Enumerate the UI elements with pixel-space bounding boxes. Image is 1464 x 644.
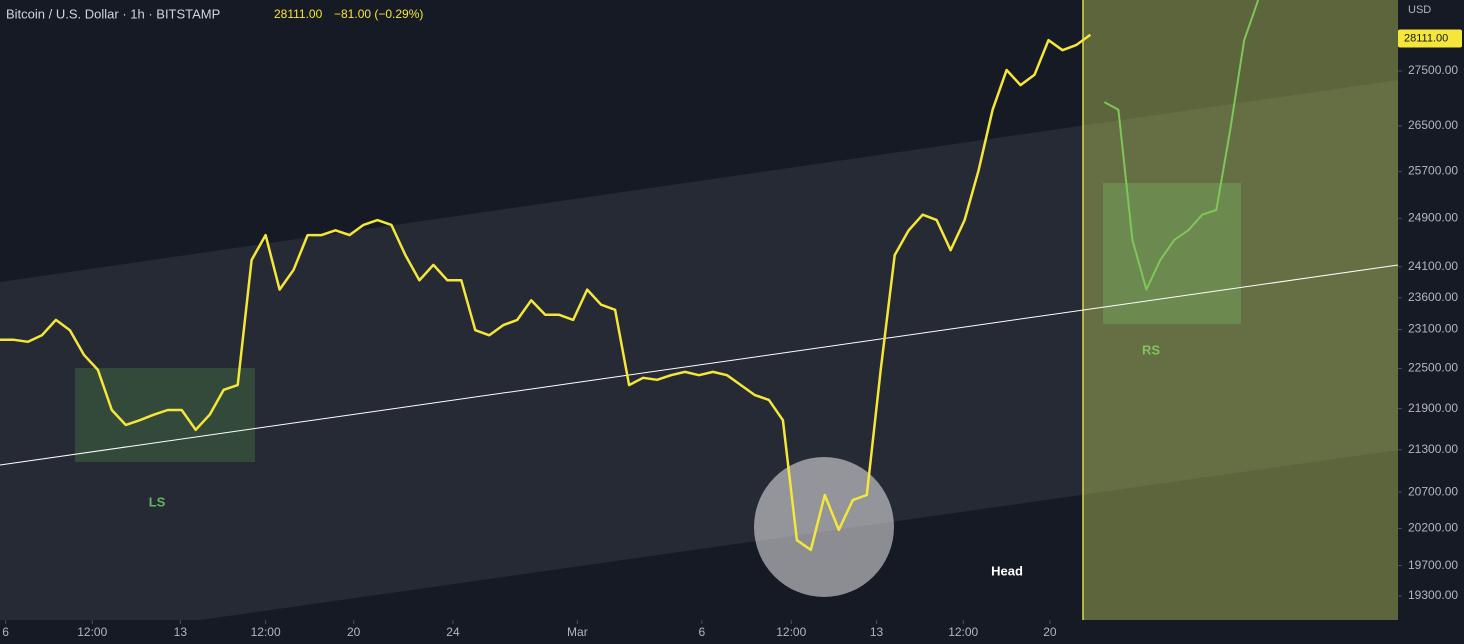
projection-zone xyxy=(1083,0,1398,620)
header-price: 28111.00 xyxy=(274,7,323,21)
y-tick-label: 23600.00 xyxy=(1408,290,1458,304)
y-tick-label: 24900.00 xyxy=(1408,210,1458,224)
annotation: Head xyxy=(991,563,1023,578)
last-price-box xyxy=(1398,29,1462,48)
x-tick-label: 6 xyxy=(2,625,9,639)
x-tick-label: Mar xyxy=(567,625,588,639)
x-tick-label: 24 xyxy=(446,625,460,639)
x-tick-label: 13 xyxy=(174,625,188,639)
x-tick-label: 6 xyxy=(698,625,705,639)
x-axis-panel xyxy=(0,620,1398,644)
y-tick-label: 22500.00 xyxy=(1408,361,1458,375)
x-tick-label: 12:00 xyxy=(948,625,978,639)
header-change: −81.00 (−0.29%) xyxy=(334,7,423,21)
y-tick-label: 26500.00 xyxy=(1408,118,1458,132)
y-tick-label: 25700.00 xyxy=(1408,164,1458,178)
rs-box xyxy=(1103,183,1241,324)
y-tick-label: 19300.00 xyxy=(1408,588,1458,602)
last-price-label: 28111.00 xyxy=(1404,32,1448,44)
y-tick-label: 21900.00 xyxy=(1408,401,1458,415)
y-tick-label: 20200.00 xyxy=(1408,521,1458,535)
y-tick-label: 23100.00 xyxy=(1408,322,1458,336)
x-tick-label: 12:00 xyxy=(77,625,107,639)
y-tick-label: 20700.00 xyxy=(1408,484,1458,498)
y-tick-label: 19700.00 xyxy=(1408,558,1458,572)
neckline xyxy=(0,264,1399,466)
x-tick-label: 12:00 xyxy=(776,625,806,639)
y-axis-panel xyxy=(1398,0,1464,644)
y-tick-label: 24100.00 xyxy=(1408,259,1458,273)
y-tick-label: 21300.00 xyxy=(1408,442,1458,456)
channel-band xyxy=(0,80,1398,620)
annotation: LS xyxy=(149,494,166,509)
x-tick-label: 20 xyxy=(1043,625,1057,639)
x-tick-label: 20 xyxy=(347,625,361,639)
chart-title: Bitcoin / U.S. Dollar · 1h · BITSTAMP xyxy=(6,6,220,21)
plot xyxy=(0,0,1260,552)
y-tick-label: 27500.00 xyxy=(1408,63,1458,77)
x-tick-label: 13 xyxy=(870,625,884,639)
price-line xyxy=(0,33,1092,552)
x-tick-label: 12:00 xyxy=(251,625,281,639)
head-circle xyxy=(754,457,894,597)
currency-label: USD xyxy=(1408,4,1431,16)
price-line xyxy=(1103,0,1260,291)
annotation: RS xyxy=(1142,342,1160,357)
ls-box xyxy=(75,368,255,462)
